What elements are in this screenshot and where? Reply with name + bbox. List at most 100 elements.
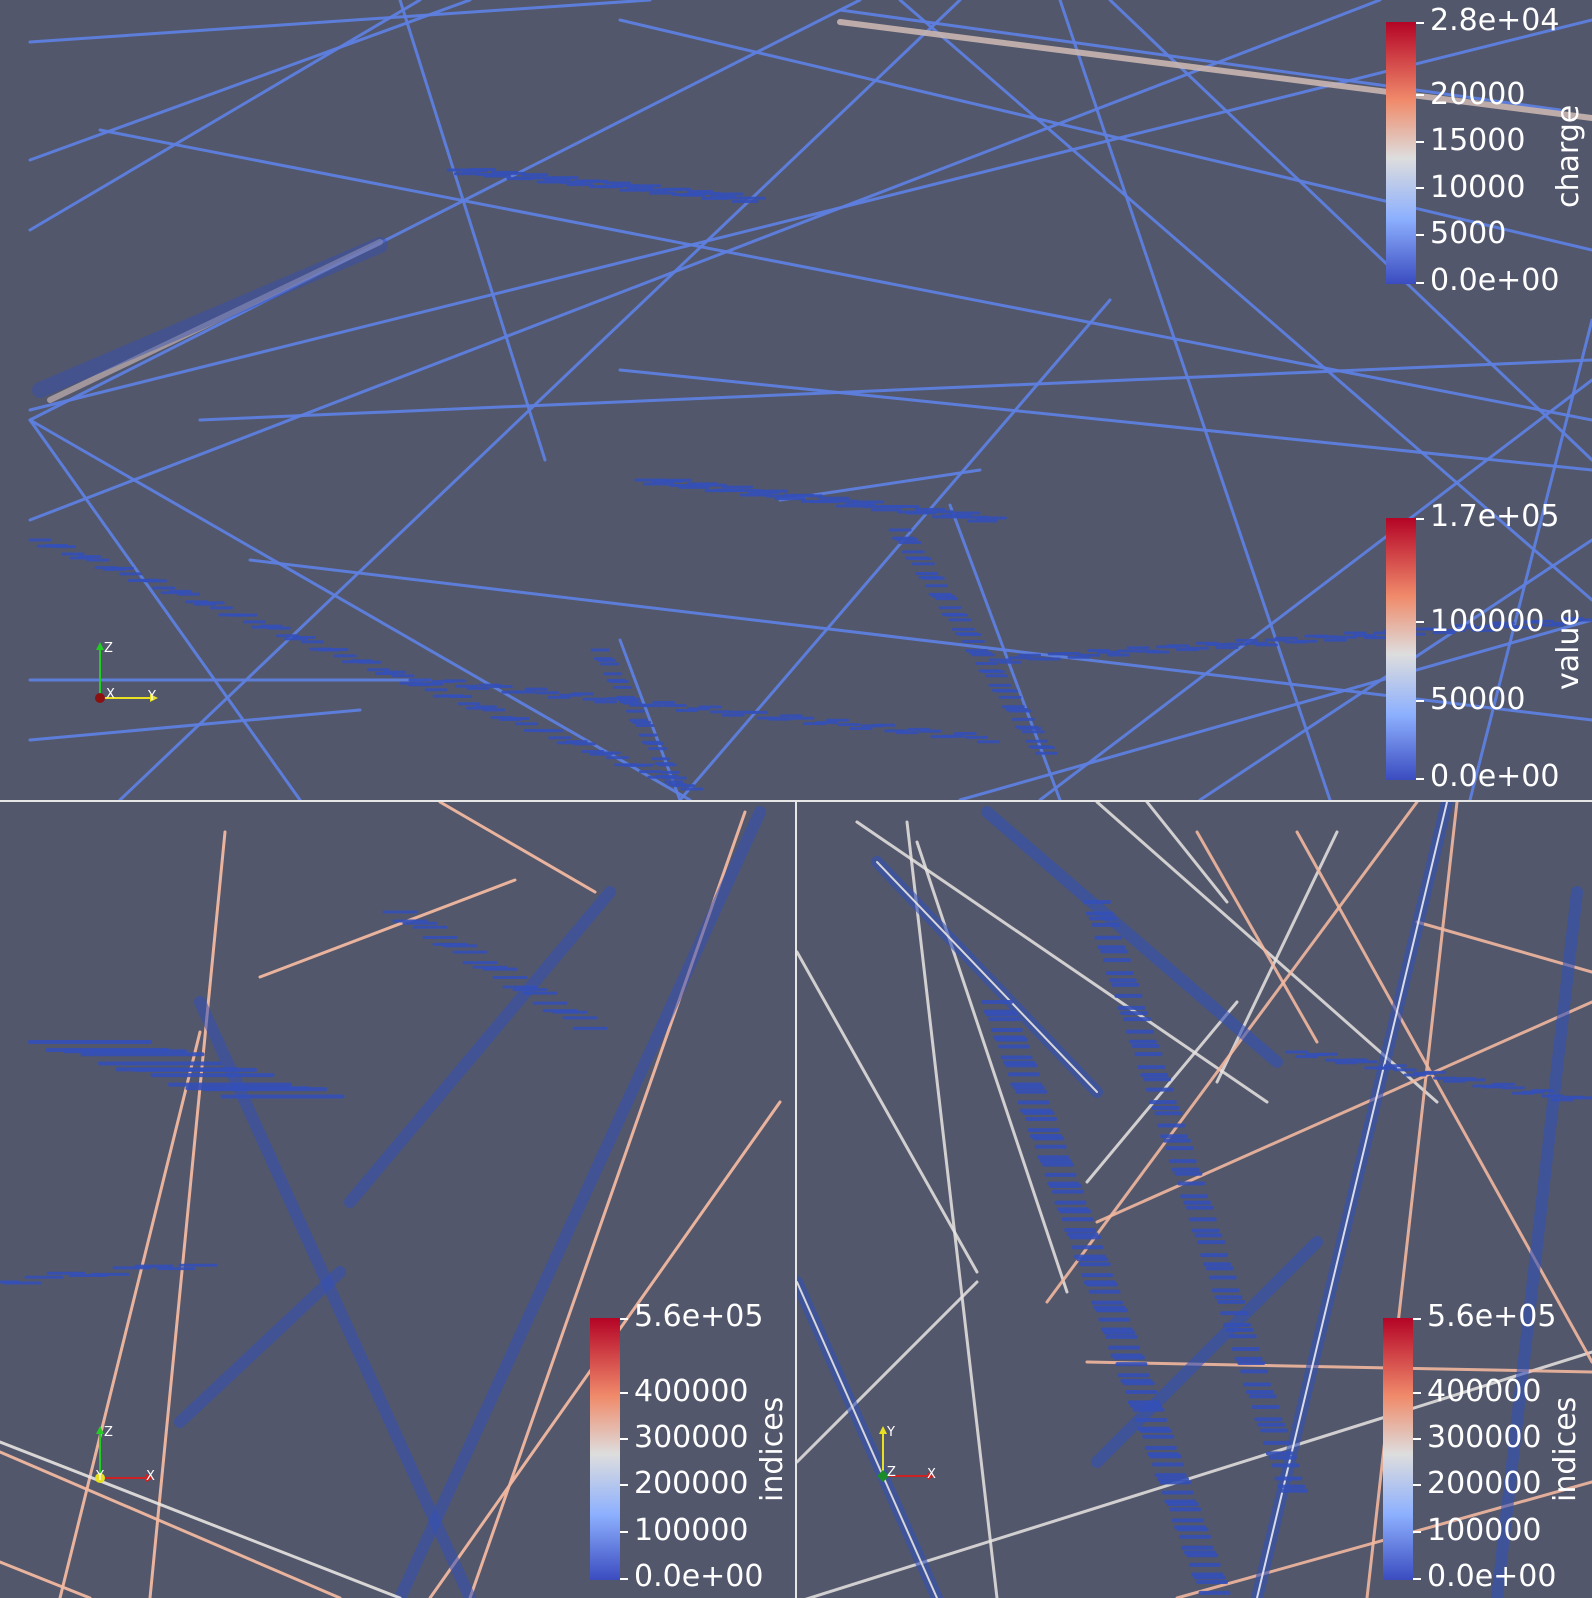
particle-track <box>248 558 1592 722</box>
orientation-axes-bottom-left: Z Y X <box>84 1424 164 1494</box>
particle-track <box>28 0 472 162</box>
particle-track <box>32 237 388 398</box>
particle-track <box>28 0 422 232</box>
particle-track <box>28 418 302 800</box>
axis-label: Z <box>104 641 113 656</box>
axis-label: Y <box>148 689 156 704</box>
particle-track <box>1145 802 1229 904</box>
view-splitter-vertical[interactable] <box>795 802 797 1598</box>
particle-track <box>898 0 1592 602</box>
particle-track <box>981 806 1283 1068</box>
particle-track <box>797 1281 938 1598</box>
particle-track <box>958 618 1592 800</box>
particle-track <box>28 0 652 44</box>
particle-track <box>28 0 1382 522</box>
legend-tick: 400000 <box>634 1374 749 1409</box>
particle-track <box>678 298 1112 800</box>
legend-tick: 100000 <box>1427 1513 1542 1548</box>
axes-triad-icon <box>95 1426 154 1483</box>
legend-tick: 300000 <box>634 1420 749 1455</box>
particle-track <box>797 950 979 1274</box>
particle-track <box>1091 1236 1323 1468</box>
particle-track <box>905 820 999 1598</box>
particle-track <box>1085 1360 1592 1374</box>
particle-track <box>0 1450 342 1598</box>
particle-track <box>148 830 227 1598</box>
axes-triad-icon <box>95 642 158 703</box>
legend-tick: 200000 <box>1427 1466 1542 1501</box>
particle-track <box>58 1030 202 1598</box>
particle-track <box>1468 318 1592 800</box>
value-legend-title: value <box>1551 608 1586 690</box>
particle-track <box>198 358 1592 422</box>
axis-label: Y <box>96 1469 104 1484</box>
particle-track <box>1415 920 1592 974</box>
legend-tick: 1.7e+05 <box>1430 499 1560 534</box>
indices-color-bar <box>1383 1318 1413 1580</box>
track-scene-bottom-right <box>797 802 1592 1598</box>
particle-track <box>438 802 597 894</box>
indices-color-bar <box>590 1318 620 1580</box>
legend-tick: 0.0e+00 <box>1430 759 1560 794</box>
axis-label: Y <box>887 1425 895 1440</box>
particle-track <box>0 1560 92 1598</box>
legend-tick: 2.8e+04 <box>1430 3 1560 38</box>
particle-track <box>804 1350 1592 1598</box>
particle-track <box>948 503 1062 800</box>
legend-tick: 0.0e+00 <box>1430 263 1560 298</box>
render-view-top[interactable]: 2.8e+04 20000 15000 10000 5000 0.0e+00 c… <box>0 0 1592 800</box>
legend-tick: 0.0e+00 <box>1427 1559 1557 1594</box>
legend-tick: 200000 <box>634 1466 749 1501</box>
legend-tick: 15000 <box>1430 123 1526 158</box>
legend-tick: 5.6e+05 <box>1427 1299 1557 1334</box>
orientation-axes-bottom-right: Y Z X <box>867 1424 947 1494</box>
charge-color-bar <box>1386 22 1416 284</box>
particle-track <box>1045 802 1419 1304</box>
particle-track <box>174 1266 346 1428</box>
legend-tick: 20000 <box>1430 77 1526 112</box>
indices-legend-title: indices <box>1548 1396 1583 1502</box>
particle-track <box>394 806 766 1598</box>
legend-tick: 10000 <box>1430 170 1526 205</box>
render-view-bottom-right[interactable]: 5.6e+05 400000 300000 200000 100000 0.0e… <box>797 802 1592 1598</box>
value-color-bar <box>1386 518 1416 780</box>
particle-track <box>1085 1000 1239 1184</box>
particle-track <box>118 0 962 800</box>
axis-label: X <box>106 687 115 702</box>
particle-track <box>0 1440 402 1598</box>
particle-track <box>194 996 476 1598</box>
legend-tick: 300000 <box>1427 1420 1542 1455</box>
legend-tick: 400000 <box>1427 1374 1542 1409</box>
particle-track <box>1058 0 1332 800</box>
legend-tick: 0.0e+00 <box>634 1559 764 1594</box>
particle-track <box>915 840 1069 1294</box>
particle-track <box>344 886 616 1208</box>
render-view-bottom-left[interactable]: 5.6e+05 400000 300000 200000 100000 0.0e… <box>0 802 795 1598</box>
particle-track <box>28 708 362 742</box>
axes-triad-icon <box>877 1426 935 1482</box>
legend-tick: 5000 <box>1430 216 1507 251</box>
legend-tick: 5.6e+05 <box>634 1299 764 1334</box>
particle-track <box>1195 830 1319 1044</box>
axis-label: Z <box>104 1425 113 1440</box>
particle-track <box>1365 802 1459 1598</box>
particle-track <box>797 1280 979 1464</box>
particle-track <box>258 878 517 979</box>
legend-tick: 100000 <box>634 1513 749 1548</box>
axis-label: X <box>146 1469 155 1484</box>
particle-track <box>1108 0 1592 462</box>
track-scene-bottom-left <box>0 802 782 1598</box>
view-splitter-horizontal[interactable] <box>0 800 1592 802</box>
particle-track <box>837 19 1592 121</box>
orientation-axes-top: Z X Y <box>84 640 164 710</box>
particle-track <box>1491 886 1583 1598</box>
particle-track <box>1295 830 1592 1364</box>
track-scene-top <box>28 0 1592 800</box>
axis-label: X <box>927 1467 936 1482</box>
particle-track <box>47 239 383 403</box>
indices-legend-title: indices <box>755 1396 790 1502</box>
axis-label: Z <box>887 1465 896 1480</box>
particle-track <box>28 418 692 800</box>
particle-track <box>618 368 1592 472</box>
